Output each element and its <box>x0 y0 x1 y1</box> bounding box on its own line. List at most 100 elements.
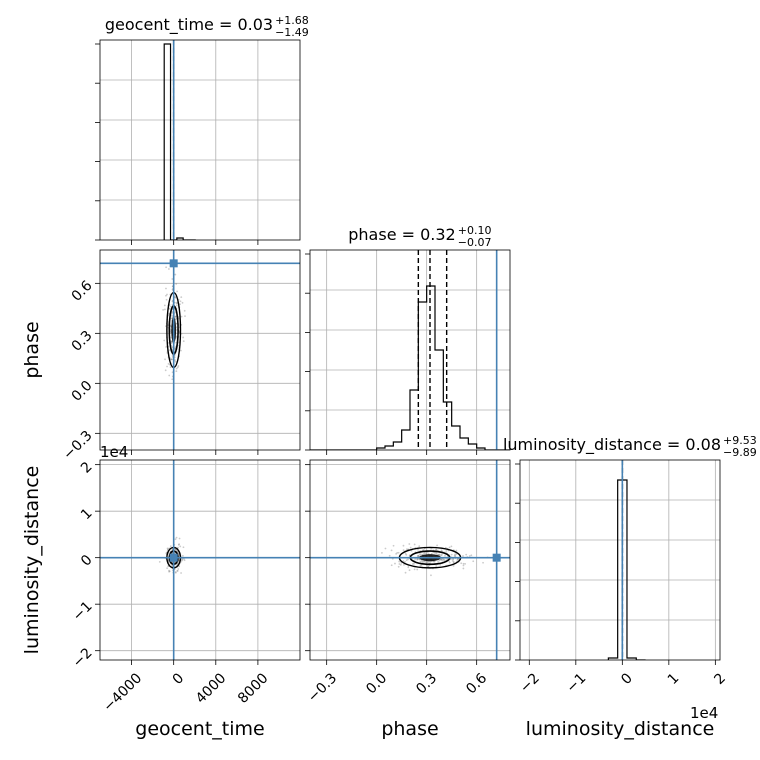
scatter-point <box>442 558 445 561</box>
scatter-point <box>171 310 174 313</box>
scatter-point <box>414 558 417 561</box>
x-axis-label-luminosity_distance: luminosity_distance <box>526 718 715 740</box>
scatter-point <box>170 340 173 343</box>
scatter-point <box>407 566 410 569</box>
scatter-point <box>163 304 166 307</box>
scatter-point <box>175 370 178 373</box>
scatter-point <box>445 550 448 552</box>
scatter-point <box>174 359 176 362</box>
panel-luminosity_distance-vs-phase <box>305 459 511 665</box>
panel-title-luminosity_distance: luminosity_distance = 0.08 <box>503 435 721 455</box>
x-tick-label: 8000 <box>235 670 272 707</box>
scatter-point <box>416 568 419 571</box>
y-tick-label: 0.3 <box>69 328 96 355</box>
scatter-point <box>419 564 422 567</box>
scatter-point <box>402 560 405 562</box>
scatter-point <box>168 570 171 573</box>
scatter-point <box>178 537 181 540</box>
title-upper-error: +0.10 <box>458 224 492 237</box>
scatter-point <box>435 548 438 551</box>
scatter-point <box>427 560 430 563</box>
y-tick-label: −2 <box>70 645 96 671</box>
scatter-point <box>399 563 402 566</box>
scatter-point <box>457 558 460 561</box>
scatter-point <box>465 553 468 556</box>
scatter-point <box>396 551 399 554</box>
scatter-point <box>439 563 442 566</box>
scatter-point <box>174 548 177 551</box>
scatter-point <box>454 553 457 555</box>
scatter-point <box>418 553 421 556</box>
scatter-point <box>167 362 170 365</box>
panel-title-geocent_time: geocent_time = 0.03 <box>105 15 273 35</box>
scatter-point <box>183 309 186 312</box>
scatter-point <box>404 552 407 555</box>
panel-content <box>310 250 510 450</box>
scatter-point <box>181 301 184 304</box>
x-tick-label: −2 <box>517 670 543 696</box>
scatter-point <box>170 358 173 361</box>
scatter-point <box>390 564 393 567</box>
scatter-point <box>404 571 407 574</box>
scatter-point <box>438 559 441 562</box>
scatter-point <box>418 545 421 548</box>
panel-content <box>100 40 300 240</box>
scatter-point <box>168 349 171 352</box>
scatter-point <box>402 549 405 552</box>
scatter-point <box>440 549 443 552</box>
title-lower-error: −9.89 <box>723 446 757 459</box>
scatter-point <box>411 563 414 565</box>
scatter-point <box>452 561 455 563</box>
scatter-point <box>413 543 416 546</box>
scatter-point <box>381 551 383 554</box>
scatter-point <box>434 551 437 554</box>
x-tick-label: 0 <box>618 670 636 688</box>
panel-frame <box>519 459 721 661</box>
scatter-point <box>392 544 395 547</box>
scatter-point <box>165 266 168 269</box>
x-tick-label: 1 <box>665 670 683 688</box>
y-tick-label: 0 <box>78 552 96 570</box>
scatter-point <box>171 549 174 551</box>
scatter-point <box>452 558 455 561</box>
panel-frame <box>309 459 511 661</box>
scatter-point <box>462 567 465 570</box>
panel-content <box>100 250 300 450</box>
y-axis-label-luminosity_distance: luminosity_distance <box>21 466 43 655</box>
scatter-point <box>422 561 425 563</box>
panel-title-phase: phase = 0.32 <box>348 225 455 244</box>
scatter-point <box>178 565 181 568</box>
scatter-point <box>175 367 178 370</box>
scatter-point <box>442 558 445 561</box>
scatter-point <box>437 553 440 556</box>
scatter-point <box>180 296 183 299</box>
scatter-point <box>472 560 475 563</box>
scatter-point <box>178 543 180 546</box>
scatter-point <box>421 561 424 563</box>
scatter-point <box>437 561 439 563</box>
scatter-point <box>177 365 180 367</box>
scatter-point <box>398 560 401 563</box>
scatter-point <box>168 307 171 310</box>
panel-geocent_time-vs-geocent_time <box>95 39 301 245</box>
scatter-point <box>433 560 436 563</box>
scatter-point <box>430 574 432 577</box>
x-tick-label: 2 <box>711 670 729 688</box>
scatter-point <box>179 545 182 548</box>
scatter-point <box>441 559 444 562</box>
scatter-point <box>395 552 398 555</box>
x-axis-label-geocent_time: geocent_time <box>135 718 264 740</box>
scatter-point <box>418 558 421 561</box>
scatter-point <box>177 543 180 546</box>
scatter-point <box>174 273 177 276</box>
scatter-point <box>440 558 442 561</box>
scatter-point <box>164 369 167 372</box>
scatter-point <box>180 559 183 562</box>
scatter-point <box>170 342 173 345</box>
scatter-point <box>171 378 174 381</box>
scatter-point <box>181 559 184 561</box>
scatter-point <box>174 360 177 363</box>
x-tick-label: −0.3 <box>305 670 340 705</box>
panel-frame <box>309 249 511 451</box>
scatter-point <box>171 300 174 303</box>
